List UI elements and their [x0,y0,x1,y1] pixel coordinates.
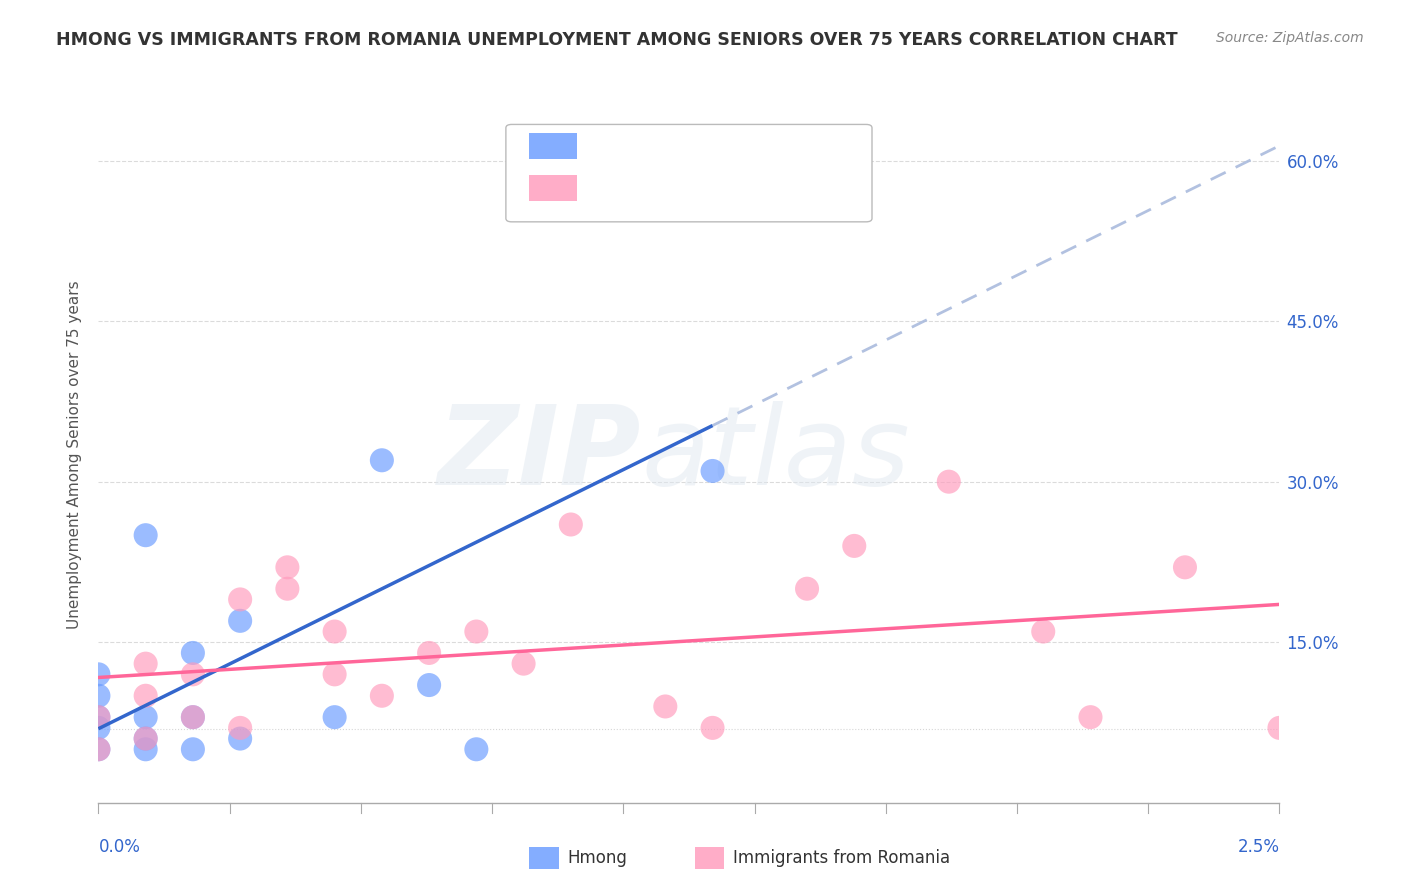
Point [87,689,110,703]
Point [87,667,110,681]
Point [87,710,110,724]
Point [323,624,346,639]
FancyBboxPatch shape [530,133,576,159]
Text: R = 0.383: R = 0.383 [592,178,682,197]
Point [1080,710,1102,724]
Point [87,721,110,735]
Point [560,186,582,200]
Point [135,731,157,746]
Point [323,667,346,681]
Point [181,646,204,660]
Text: 0.0%: 0.0% [98,838,141,855]
Point [796,582,818,596]
Point [1174,560,1197,574]
Point [1032,624,1054,639]
Text: N = 20: N = 20 [742,137,804,155]
Text: Hmong: Hmong [567,849,627,867]
Text: 2.5%: 2.5% [1237,838,1279,855]
Point [560,517,582,532]
Point [87,742,110,756]
Point [229,721,252,735]
Point [229,592,252,607]
Point [512,657,534,671]
Point [465,742,488,756]
Point [371,453,394,467]
Text: N = 27: N = 27 [742,178,806,197]
Point [135,689,157,703]
Point [276,582,298,596]
Text: Immigrants from Romania: Immigrants from Romania [733,849,950,867]
Text: Source: ZipAtlas.com: Source: ZipAtlas.com [1216,31,1364,45]
Point [87,710,110,724]
Text: ZIP: ZIP [439,401,641,508]
Point [135,528,157,542]
Text: atlas: atlas [641,401,910,508]
Point [323,710,346,724]
Point [938,475,960,489]
Point [229,614,252,628]
Text: R = 0.015: R = 0.015 [592,137,682,155]
FancyBboxPatch shape [506,124,872,222]
Point [1268,721,1291,735]
FancyBboxPatch shape [695,847,724,869]
Point [418,646,440,660]
Point [702,721,724,735]
Point [465,624,488,639]
Point [135,710,157,724]
Point [654,699,676,714]
Y-axis label: Unemployment Among Seniors over 75 years: Unemployment Among Seniors over 75 years [67,281,83,629]
Point [181,742,204,756]
Point [181,710,204,724]
Point [229,731,252,746]
FancyBboxPatch shape [530,847,560,869]
Point [371,689,394,703]
Point [181,710,204,724]
Point [135,657,157,671]
Text: HMONG VS IMMIGRANTS FROM ROMANIA UNEMPLOYMENT AMONG SENIORS OVER 75 YEARS CORREL: HMONG VS IMMIGRANTS FROM ROMANIA UNEMPLO… [56,31,1178,49]
Point [844,539,866,553]
Point [181,667,204,681]
Point [135,742,157,756]
FancyBboxPatch shape [530,175,576,201]
Point [276,560,298,574]
Point [418,678,440,692]
Point [135,731,157,746]
Point [87,742,110,756]
Point [702,464,724,478]
